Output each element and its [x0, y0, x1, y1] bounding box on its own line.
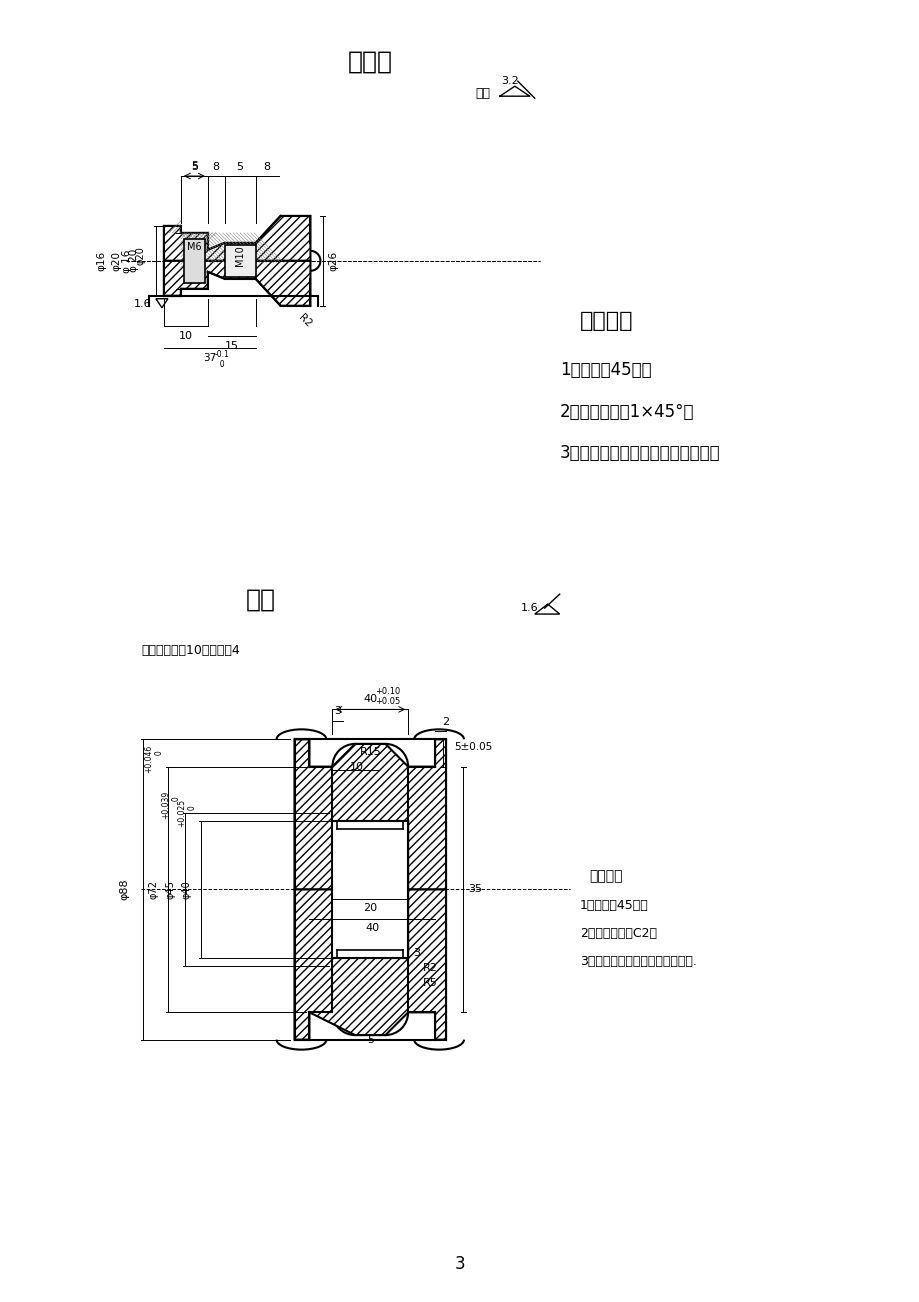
Text: 10: 10 [350, 762, 364, 772]
Text: 2、未注倒角：1×45°。: 2、未注倒角：1×45°。 [559, 402, 694, 421]
Text: R2: R2 [297, 312, 313, 329]
Text: +0.10
+0.05: +0.10 +0.05 [375, 687, 400, 707]
Text: 10: 10 [178, 331, 193, 341]
Text: 1、材料：45钢；: 1、材料：45钢； [579, 900, 648, 913]
Text: +0.046
     0: +0.046 0 [144, 745, 164, 773]
Text: 35: 35 [468, 884, 482, 894]
Text: φ88: φ88 [119, 879, 129, 900]
Text: 其余: 其余 [474, 87, 490, 100]
Polygon shape [294, 740, 446, 889]
Text: 37: 37 [203, 353, 216, 363]
Text: 技术要求: 技术要求 [589, 870, 622, 884]
Text: 滚轮: 滚轮 [245, 589, 276, 612]
Text: φ20: φ20 [111, 251, 121, 271]
Text: 8: 8 [263, 161, 270, 172]
Text: 1.6: 1.6 [520, 603, 538, 613]
Bar [224, 245, 255, 277]
Polygon shape [164, 260, 310, 306]
Text: 1、材料：45钢。: 1、材料：45钢。 [559, 361, 651, 379]
Text: +0.025
     0: +0.025 0 [177, 799, 197, 827]
Text: +0.039
     0: +0.039 0 [161, 790, 180, 819]
Text: φ16: φ16 [96, 251, 106, 271]
Text: 40: 40 [363, 694, 377, 704]
Text: 连接体: 连接体 [347, 49, 392, 73]
Text: 1.6: 1.6 [134, 298, 152, 309]
Text: 8: 8 [212, 161, 220, 172]
Text: 20: 20 [363, 904, 377, 914]
Text: φ26: φ26 [328, 251, 338, 271]
Text: 3.2: 3.2 [501, 77, 518, 86]
Polygon shape [164, 216, 310, 260]
Text: φ 20: φ 20 [129, 249, 139, 272]
Text: 椭圆：长半轴10，短半轴4: 椭圆：长半轴10，短半轴4 [141, 643, 240, 656]
Text: R15: R15 [359, 747, 381, 756]
Text: R2: R2 [423, 962, 437, 973]
Text: 3: 3 [334, 707, 341, 716]
Text: 3、不准用砂布、油石等打磨工件.: 3、不准用砂布、油石等打磨工件. [579, 956, 696, 969]
Text: φ 16: φ 16 [122, 249, 131, 272]
Text: 2: 2 [441, 717, 448, 728]
Text: φ45: φ45 [165, 880, 176, 898]
Text: 3: 3 [413, 948, 420, 958]
Text: 3: 3 [454, 1255, 465, 1272]
Text: φ40: φ40 [182, 880, 192, 898]
Text: -0.1
  0: -0.1 0 [214, 350, 229, 368]
Text: 5: 5 [367, 1035, 373, 1046]
Text: 40: 40 [365, 923, 379, 934]
Text: M6: M6 [187, 242, 201, 251]
Bar [332, 822, 408, 958]
Polygon shape [294, 889, 446, 1040]
Text: 技术要求: 技术要求 [579, 311, 632, 331]
Text: 2、未注倒角：C2；: 2、未注倒角：C2； [579, 927, 656, 940]
Text: 15: 15 [224, 341, 238, 350]
Bar [184, 238, 205, 283]
Text: φ72: φ72 [149, 880, 159, 898]
Text: φ20: φ20 [136, 246, 146, 266]
Text: 5: 5 [190, 161, 198, 171]
Text: M10: M10 [235, 246, 244, 266]
Text: 5: 5 [190, 161, 198, 172]
Text: R5: R5 [423, 978, 437, 988]
Text: 3、不准用砂布、油石等打磨工件。: 3、不准用砂布、油石等打磨工件。 [559, 444, 720, 462]
Text: 5: 5 [236, 161, 244, 172]
Text: 5±0.05: 5±0.05 [453, 742, 492, 753]
